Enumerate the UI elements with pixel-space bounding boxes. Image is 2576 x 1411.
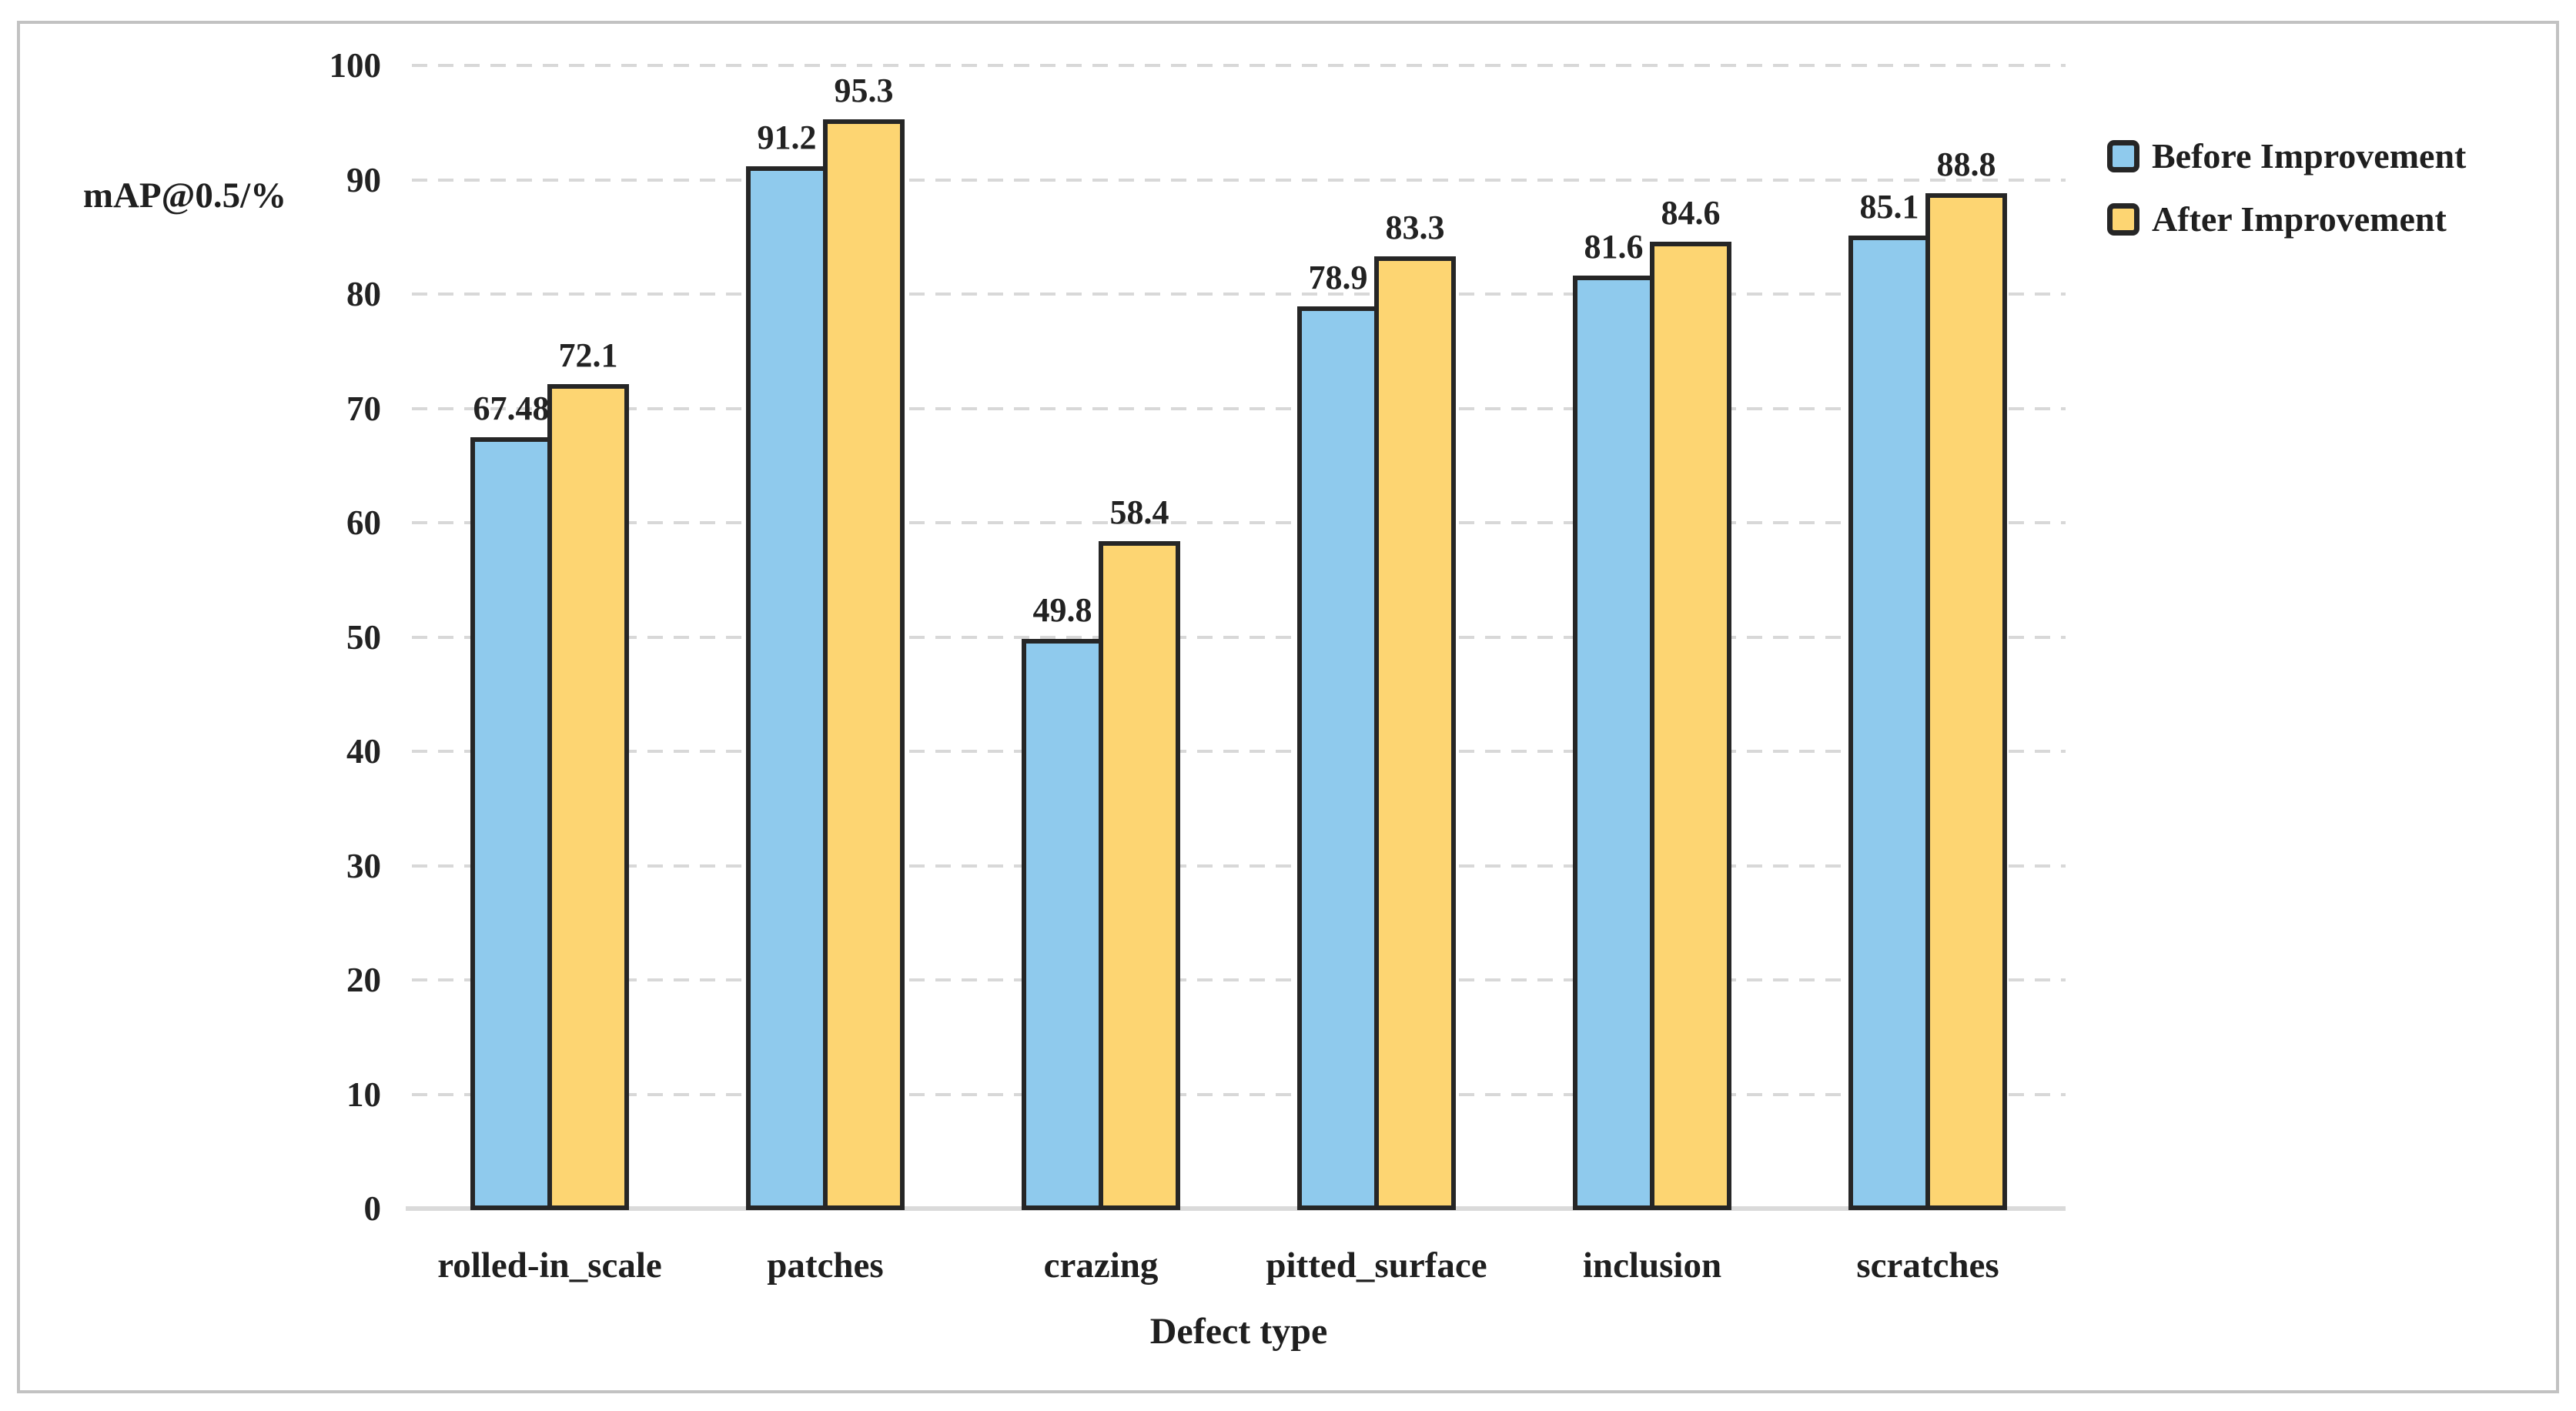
bar-value-label: 58.4 xyxy=(1109,493,1169,531)
y-tick-label: 10 xyxy=(346,1075,381,1114)
y-gridline xyxy=(412,635,2066,639)
bar-value-label: 49.8 xyxy=(1032,591,1092,630)
y-gridline xyxy=(412,178,2066,182)
legend-item-before: Before Improvement xyxy=(2107,139,2466,174)
y-tick-label: 90 xyxy=(346,160,381,199)
y-gridline xyxy=(412,1092,2066,1096)
bar-value-label: 83.3 xyxy=(1385,208,1445,246)
y-gridline xyxy=(412,521,2066,524)
x-category-label: inclusion xyxy=(1582,1245,1722,1286)
x-category-label: scratches xyxy=(1856,1245,1999,1286)
legend-label-after: After Improvement xyxy=(2152,199,2447,239)
bar-value-label: 72.1 xyxy=(558,336,618,375)
bar-after xyxy=(1374,256,1456,1210)
y-gridline xyxy=(412,406,2066,410)
y-gridline xyxy=(412,750,2066,753)
y-tick-label: 70 xyxy=(346,389,381,428)
legend: Before Improvement After Improvement xyxy=(2107,139,2466,237)
y-axis-title: mAP@0.5/% xyxy=(82,176,287,216)
legend-swatch-before-icon xyxy=(2107,140,2139,172)
figure-frame xyxy=(17,21,2559,1393)
bar-before xyxy=(1573,276,1654,1210)
legend-label-before: Before Improvement xyxy=(2152,136,2467,176)
bar-value-label: 78.9 xyxy=(1308,259,1368,297)
bar-before xyxy=(1848,236,1930,1210)
bar-value-label: 81.6 xyxy=(1584,228,1644,266)
bar-value-label: 88.8 xyxy=(1936,145,1996,184)
y-tick-label: 20 xyxy=(346,961,381,999)
bar-value-label: 67.48 xyxy=(473,389,550,427)
bar-before xyxy=(470,436,552,1210)
bar-after xyxy=(1650,241,1731,1210)
y-tick-label: 60 xyxy=(346,503,381,542)
bar-after xyxy=(1099,540,1180,1210)
legend-item-after: After Improvement xyxy=(2107,202,2466,237)
bar-before xyxy=(746,166,828,1210)
bar-value-label: 91.2 xyxy=(757,118,817,156)
x-category-label: patches xyxy=(767,1245,884,1286)
x-axis-baseline xyxy=(406,1206,2066,1211)
y-gridline xyxy=(412,293,2066,296)
y-tick-label: 50 xyxy=(346,617,381,657)
y-gridline xyxy=(412,864,2066,868)
x-axis-title: Defect type xyxy=(1149,1311,1328,1352)
bar-after xyxy=(1925,193,2007,1210)
y-tick-label: 100 xyxy=(329,46,382,85)
bar-before xyxy=(1297,306,1379,1210)
legend-swatch-after-icon xyxy=(2107,203,2139,236)
y-tick-label: 80 xyxy=(346,275,381,313)
bar-value-label: 95.3 xyxy=(834,71,894,109)
y-gridline xyxy=(412,978,2066,981)
y-tick-label: 40 xyxy=(346,732,381,771)
bar-before xyxy=(1022,639,1103,1210)
y-tick-label: 30 xyxy=(346,846,381,885)
bar-value-label: 85.1 xyxy=(1859,188,1919,226)
x-category-label: pitted_surface xyxy=(1266,1245,1487,1286)
y-tick-label: 0 xyxy=(363,1189,382,1228)
bar-after xyxy=(823,119,905,1210)
bar-value-label: 84.6 xyxy=(1661,193,1721,232)
x-category-label: crazing xyxy=(1043,1245,1159,1286)
x-category-label: rolled-in_scale xyxy=(437,1245,662,1286)
bar-after xyxy=(547,384,629,1210)
y-gridline xyxy=(412,64,2066,67)
